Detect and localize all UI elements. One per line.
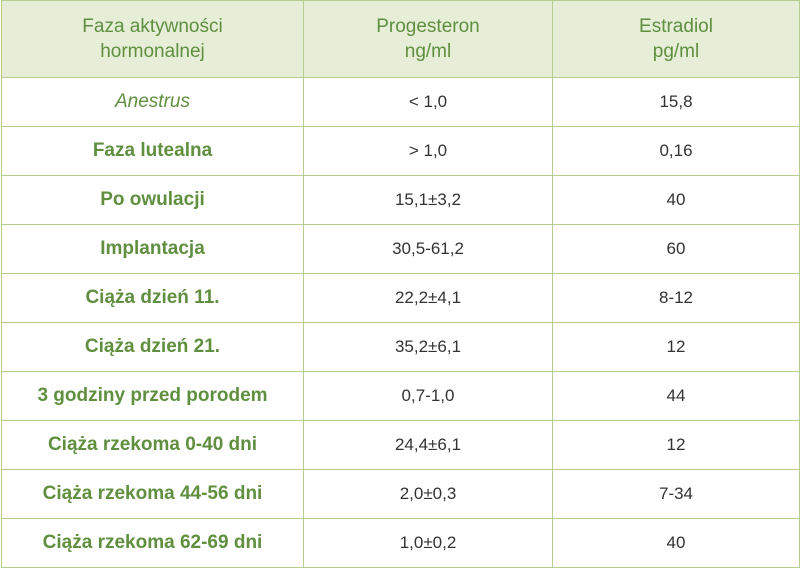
table-row: Implantacja 30,5-61,2 60 <box>1 224 800 274</box>
value-cell: 1,0±0,2 <box>303 518 553 568</box>
table-row: Ciąża rzekoma 0-40 dni 24,4±6,1 12 <box>1 420 800 470</box>
value-cell: 15,8 <box>552 77 800 127</box>
table-row: Ciąża rzekoma 62-69 dni 1,0±0,2 40 <box>1 518 800 568</box>
value-cell: 44 <box>552 371 800 421</box>
value-cell: 7-34 <box>552 469 800 519</box>
header-row: Faza aktywności hormonalnej Progesteron ng/… <box>1 0 800 78</box>
value-cell: 24,4±6,1 <box>303 420 553 470</box>
value-cell: 12 <box>552 420 800 470</box>
phase-cell: Ciąża rzekoma 44-56 dni <box>1 469 304 519</box>
value-cell: 40 <box>552 175 800 225</box>
table-row: Ciąża dzień 21. 35,2±6,1 12 <box>1 322 800 372</box>
table-row: 3 godziny przed porodem 0,7-1,0 44 <box>1 371 800 421</box>
header-cell: Progesteron ng/ml <box>303 0 553 78</box>
phase-cell: Ciąża rzekoma 62-69 dni <box>1 518 304 568</box>
phase-cell: Faza lutealna <box>1 126 304 176</box>
value-cell: 8-12 <box>552 273 800 323</box>
value-cell: > 1,0 <box>303 126 553 176</box>
header-text: Faza aktywności <box>82 16 223 37</box>
value-cell: 12 <box>552 322 800 372</box>
phase-cell: Anestrus <box>1 77 304 127</box>
table-body: Anestrus < 1,0 15,8 Faza lutealna > 1,0 0,16 P… <box>1 77 800 568</box>
header-text: hormonalnej <box>100 41 205 62</box>
value-cell: 60 <box>552 224 800 274</box>
value-cell: 40 <box>552 518 800 568</box>
value-cell: 0,16 <box>552 126 800 176</box>
header-cell: Faza aktywności hormonalnej <box>1 0 304 78</box>
header-text: Progesteron <box>376 16 480 37</box>
phase-cell: 3 godziny przed porodem <box>1 371 304 421</box>
value-cell: < 1,0 <box>303 77 553 127</box>
value-cell: 15,1±3,2 <box>303 175 553 225</box>
phase-cell: Po owulacji <box>1 175 304 225</box>
phase-cell: Implantacja <box>1 224 304 274</box>
value-cell: 2,0±0,3 <box>303 469 553 519</box>
header-text: Estradiol <box>639 16 713 37</box>
value-cell: 0,7-1,0 <box>303 371 553 421</box>
phase-cell: Ciąża dzień 11. <box>1 273 304 323</box>
table-row: Ciąża rzekoma 44-56 dni 2,0±0,3 7-34 <box>1 469 800 519</box>
header-text: ng/ml <box>404 41 452 62</box>
value-cell: 35,2±6,1 <box>303 322 553 372</box>
value-cell: 30,5-61,2 <box>303 224 553 274</box>
phase-cell: Ciąża rzekoma 0-40 dni <box>1 420 304 470</box>
header-cell: Estradiol pg/ml <box>552 0 800 78</box>
table-row: Po owulacji 15,1±3,2 40 <box>1 175 800 225</box>
table-row: Anestrus < 1,0 15,8 <box>1 77 800 127</box>
header-text: pg/ml <box>652 41 700 62</box>
value-cell: 22,2±4,1 <box>303 273 553 323</box>
table-row: Ciąża dzień 11. 22,2±4,1 8-12 <box>1 273 800 323</box>
phase-cell: Ciąża dzień 21. <box>1 322 304 372</box>
table-row: Faza lutealna > 1,0 0,16 <box>1 126 800 176</box>
